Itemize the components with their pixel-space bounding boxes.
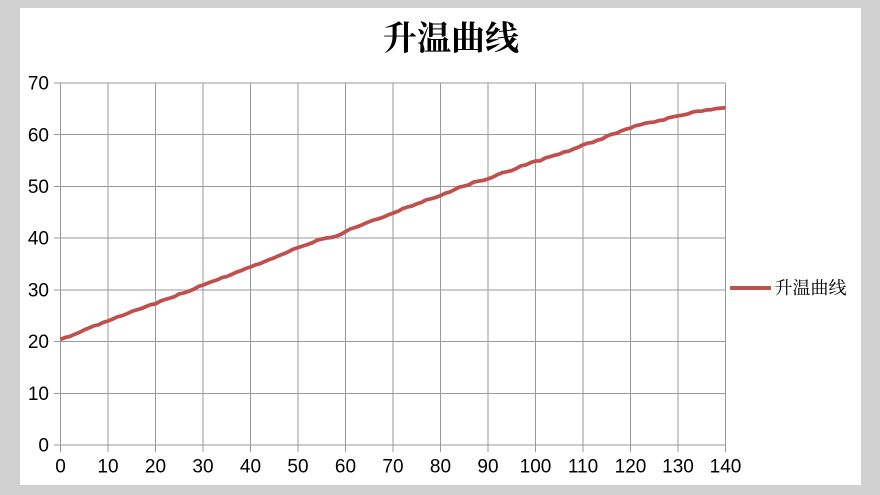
svg-text:70: 70 [28,74,49,95]
svg-text:130: 130 [662,457,694,478]
svg-text:10: 10 [97,457,118,478]
svg-text:10: 10 [28,384,49,405]
svg-text:100: 100 [520,457,552,478]
svg-text:0: 0 [38,436,49,457]
svg-text:80: 80 [430,457,451,478]
svg-text:60: 60 [335,457,356,478]
svg-text:0: 0 [55,457,66,478]
svg-text:20: 20 [28,332,49,353]
svg-text:30: 30 [28,281,49,302]
svg-text:110: 110 [568,457,598,478]
svg-text:50: 50 [28,177,49,198]
svg-text:90: 90 [477,457,498,478]
svg-text:20: 20 [145,457,166,478]
svg-text:40: 40 [240,457,261,478]
svg-text:30: 30 [192,457,213,478]
svg-text:40: 40 [28,229,49,250]
svg-text:70: 70 [382,457,403,478]
svg-text:140: 140 [710,457,742,478]
svg-text:60: 60 [28,125,49,146]
svg-text:50: 50 [287,457,308,478]
svg-text:120: 120 [615,457,647,478]
